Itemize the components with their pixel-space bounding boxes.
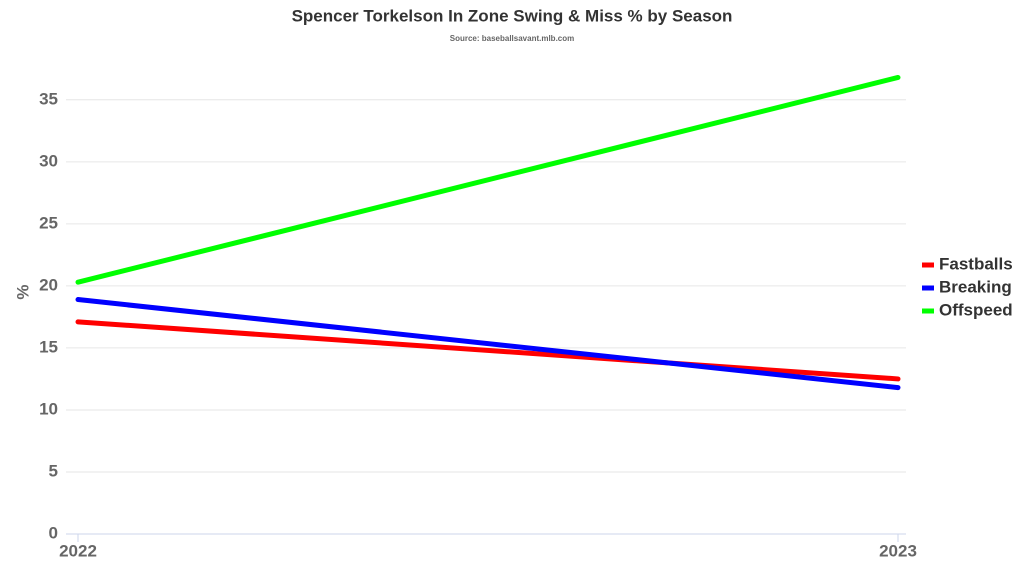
legend-label: Offspeed [939,300,1013,319]
legend-label: Fastballs [939,254,1013,273]
line-series [75,319,901,382]
x-tick-label: 2023 [879,541,917,560]
line-series [75,74,901,285]
y-tick-label: 25 [39,213,58,232]
chart-title: Spencer Torkelson In Zone Swing & Miss %… [292,6,733,25]
y-tick-label: 15 [39,337,58,356]
x-tick-label: 2022 [59,541,97,560]
y-tick-label: 30 [39,151,58,170]
line-series [75,297,901,391]
y-tick-label: 20 [39,275,58,294]
legend-label: Breaking [939,277,1012,296]
y-tick-label: 35 [39,89,58,108]
y-tick-label: 10 [39,399,58,418]
y-axis-label: % [13,284,32,299]
y-tick-label: 5 [49,461,58,480]
chart-subtitle: Source: baseballsavant.mlb.com [450,34,575,43]
y-tick-label: 0 [49,523,58,542]
